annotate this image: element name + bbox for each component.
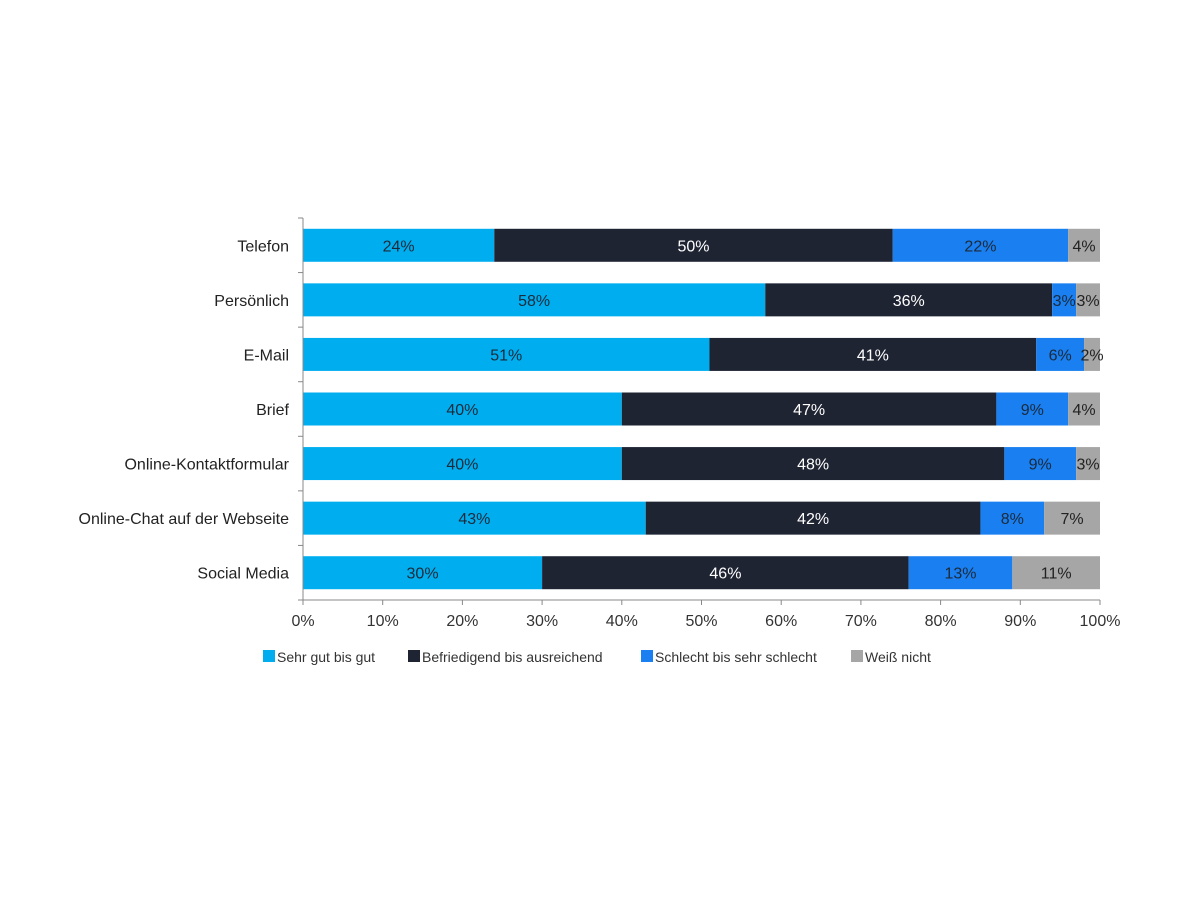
- bar-segment: [621, 447, 1005, 481]
- data-label: 58%: [518, 293, 550, 310]
- bar-segment: [1076, 283, 1100, 317]
- category-label: Persönlich: [214, 293, 289, 310]
- bar-segment: [303, 556, 543, 590]
- data-label: 42%: [797, 511, 829, 528]
- bar-segment: [645, 501, 981, 535]
- bar-segment: [1076, 447, 1100, 481]
- bars-layer: 24% 50% 22% 4%58% 36% 3% 3%51% 41% 6% 2%40% 47% 9% 4…: [303, 228, 1104, 590]
- data-label: 8%: [1001, 511, 1024, 528]
- data-label: 4%: [1072, 238, 1095, 255]
- bar-segment: [303, 447, 622, 481]
- bar-segment: [303, 501, 646, 535]
- bar-segment: [709, 337, 1037, 371]
- data-label: 40%: [446, 402, 478, 419]
- data-label: 13%: [945, 566, 977, 583]
- bar-segment: [1036, 337, 1085, 371]
- category-label: Online-Kontaktformular: [124, 457, 289, 474]
- x-tick-label: 80%: [925, 613, 957, 630]
- x-tick-label: 30%: [526, 613, 558, 630]
- bar-segment: [1012, 556, 1100, 590]
- x-axis-ticks: 0% 10% 20% 30% 40% 50% 60% 70% 80% 90% 100%: [291, 217, 1121, 630]
- data-label: 46%: [709, 566, 741, 583]
- data-label: 36%: [893, 293, 925, 310]
- bar-segment: [303, 337, 710, 371]
- data-label: 41%: [857, 347, 889, 364]
- legend-swatch: [408, 650, 420, 662]
- x-tick-label: 10%: [367, 613, 399, 630]
- legend-swatch: [641, 650, 653, 662]
- data-label: 24%: [383, 238, 415, 255]
- x-tick-label: 50%: [685, 613, 717, 630]
- x-tick-label: 40%: [606, 613, 638, 630]
- data-label: 22%: [964, 238, 996, 255]
- bar-segment: [908, 556, 1013, 590]
- category-label: Brief: [256, 402, 289, 419]
- category-label: Online-Chat auf der Webseite: [79, 511, 290, 528]
- bar-segment: [1052, 283, 1077, 317]
- data-label: 2%: [1080, 347, 1103, 364]
- data-label: 6%: [1049, 347, 1072, 364]
- bar-segment: [1068, 392, 1100, 426]
- bar-segment: [494, 228, 893, 262]
- data-label: 48%: [797, 457, 829, 474]
- bar-segment: [303, 283, 766, 317]
- data-label: 50%: [678, 238, 710, 255]
- data-label: 3%: [1053, 293, 1076, 310]
- data-label: 4%: [1072, 402, 1095, 419]
- bar-segment: [892, 228, 1069, 262]
- bar-segment: [1004, 447, 1077, 481]
- legend-label: Befriedigend bis ausreichend: [422, 649, 603, 665]
- bar-segment: [1044, 501, 1100, 535]
- data-label: 9%: [1029, 457, 1052, 474]
- data-label: 3%: [1076, 293, 1099, 310]
- legend-label: Sehr gut bis gut: [277, 649, 375, 665]
- bar-segment: [542, 556, 909, 590]
- bar-segment: [1084, 337, 1100, 371]
- bar-segment: [1068, 228, 1100, 262]
- data-label: 30%: [407, 566, 439, 583]
- legend-swatch: [263, 650, 275, 662]
- category-label: Social Media: [197, 566, 289, 583]
- x-tick-label: 70%: [845, 613, 877, 630]
- legend-swatch: [851, 650, 863, 662]
- category-label: Telefon: [237, 238, 289, 255]
- data-label: 11%: [1041, 566, 1072, 583]
- data-label: 43%: [458, 511, 490, 528]
- legend-label: Schlecht bis sehr schlecht: [655, 649, 817, 665]
- bar-segment: [996, 392, 1069, 426]
- category-labels: Telefon Persönlich E-Mail Brief Online-Konta…: [79, 238, 290, 582]
- x-tick-label: 100%: [1080, 613, 1121, 630]
- bar-segment: [765, 283, 1053, 317]
- bar-segment: [303, 228, 495, 262]
- x-tick-label: 0%: [291, 613, 314, 630]
- x-tick-label: 20%: [446, 613, 478, 630]
- data-label: 7%: [1061, 511, 1084, 528]
- legend: Sehr gut bis gut Befriedigend bis ausreic…: [263, 649, 931, 665]
- data-label: 51%: [490, 347, 522, 364]
- x-tick-label: 60%: [765, 613, 797, 630]
- bar-segment: [303, 392, 622, 426]
- bar-segment: [621, 392, 997, 426]
- category-label: E-Mail: [244, 347, 289, 364]
- data-label: 3%: [1076, 457, 1099, 474]
- data-label: 40%: [446, 457, 478, 474]
- data-label: 9%: [1021, 402, 1044, 419]
- data-label: 47%: [793, 402, 825, 419]
- bar-segment: [980, 501, 1045, 535]
- legend-label: Weiß nicht: [865, 649, 931, 665]
- x-tick-label: 90%: [1004, 613, 1036, 630]
